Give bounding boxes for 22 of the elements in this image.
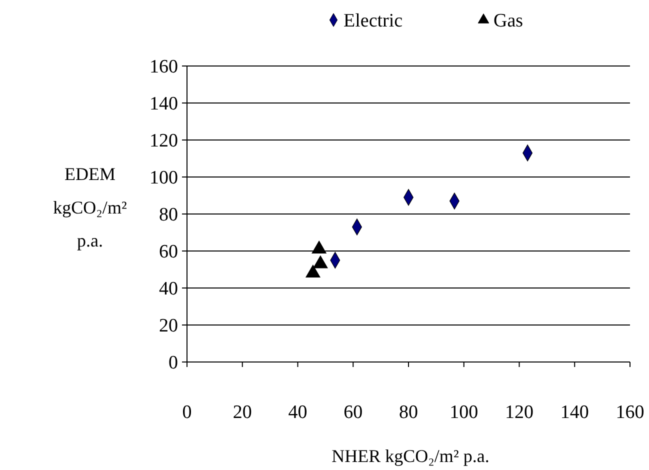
y-tick-label: 160	[150, 56, 178, 78]
x-tick-label: 60	[344, 402, 363, 423]
y-tick-label: 60	[159, 242, 178, 263]
y-tick-label: 100	[150, 168, 178, 189]
x-axis-title: NHER kgCO₂/m² p.a.	[332, 446, 490, 466]
legend-label: Gas	[494, 10, 524, 32]
y-axis-title: EDEM kgCO₂/m² p.a.	[53, 164, 127, 251]
legend-label: Electric	[344, 10, 403, 32]
x-tick-label: 80	[399, 402, 418, 423]
y-tick-label: 80	[159, 204, 178, 226]
x-tick-label: 120	[505, 402, 534, 423]
y-tick-label: 140	[150, 94, 178, 115]
y-tick-label: 40	[159, 278, 178, 300]
x-tick-label: 160	[616, 402, 644, 423]
x-tick-label: 20	[232, 402, 252, 423]
x-tick-label: 0	[182, 402, 192, 423]
x-tick-label: 140	[560, 402, 589, 423]
y-tick-label: 120	[150, 130, 178, 152]
y-tick-label: 0	[168, 352, 178, 374]
y-tick-label: 20	[159, 316, 178, 337]
x-tick-label: 40	[288, 402, 308, 423]
x-tick-label: 100	[450, 402, 478, 423]
